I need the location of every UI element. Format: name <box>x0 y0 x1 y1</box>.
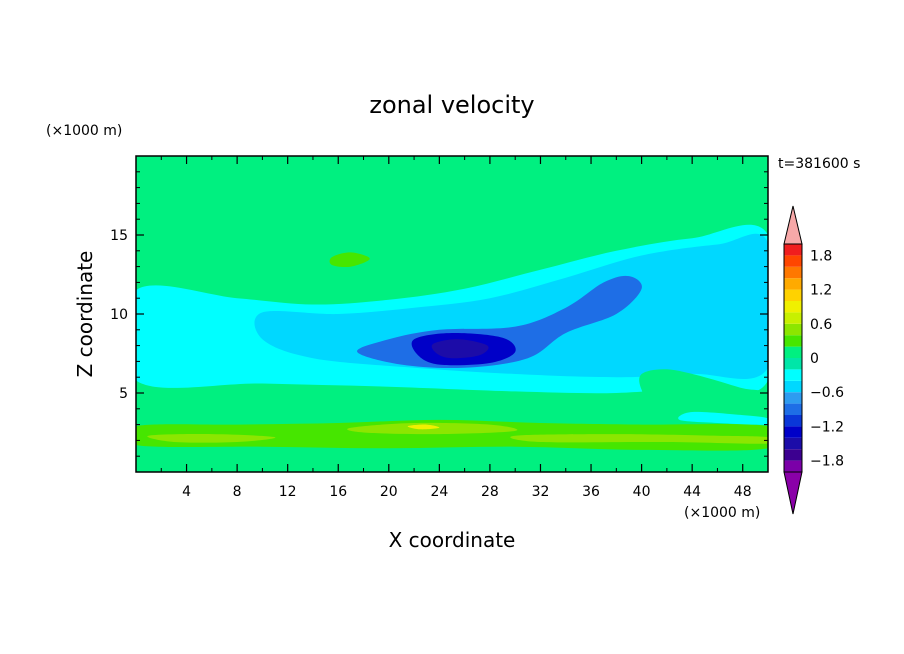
x-tick-label: 8 <box>233 484 242 500</box>
colorbar-swatch <box>784 244 802 256</box>
colorbar-swatch <box>784 392 802 404</box>
x-tick-label: 4 <box>182 484 191 500</box>
y-tick-label: 10 <box>110 307 128 323</box>
colorbar-tick-label: 0.6 <box>810 317 832 333</box>
colorbar-tick-label: −0.6 <box>810 385 844 401</box>
x-tick-label: 12 <box>279 484 297 500</box>
colorbar-swatch <box>784 335 802 347</box>
contour-field <box>136 156 768 472</box>
x-axis-label: X coordinate <box>389 528 516 552</box>
x-tick-label: 28 <box>481 484 499 500</box>
colorbar-swatch <box>784 415 802 427</box>
y-tick-label: 5 <box>119 386 128 402</box>
x-tick-label: 16 <box>329 484 347 500</box>
colorbar: 1.8 1.2 0.6 0 −0.6 −1.2 −1.8 <box>783 205 844 515</box>
contour-region-4 <box>510 434 768 444</box>
colorbar-swatch <box>784 460 802 472</box>
contour-region-2 <box>147 434 276 443</box>
x-tick-label: 40 <box>633 484 651 500</box>
colorbar-swatch <box>784 358 802 370</box>
colorbar-swatch <box>784 255 802 267</box>
x-tick-label: 44 <box>683 484 701 500</box>
colorbar-swatch <box>784 278 802 290</box>
y-axis-label: Z coordinate <box>73 251 97 378</box>
colorbar-swatch <box>784 403 802 415</box>
colorbar-swatch <box>784 346 802 358</box>
colorbar-swatch <box>784 301 802 313</box>
colorbar-over-arrow <box>783 205 803 245</box>
y-tick-label: 15 <box>110 228 128 244</box>
contour-region-7 <box>329 252 370 268</box>
x-tick-label: 32 <box>532 484 550 500</box>
colorbar-tick-label: −1.2 <box>810 419 844 435</box>
colorbar-swatch <box>784 266 802 279</box>
y-unit-label: (×1000 m) <box>46 123 122 139</box>
x-axis-ticks: 4 8 12 16 20 24 28 32 36 40 44 48 <box>160 156 752 500</box>
colorbar-swatch <box>784 289 802 301</box>
contour-region-12 <box>431 339 489 359</box>
colorbar-swatch <box>784 369 802 381</box>
contour-region-5 <box>407 424 440 430</box>
y-axis-ticks: 5 10 15 <box>110 171 768 457</box>
colorbar-tick-label: −1.8 <box>810 454 844 470</box>
colorbar-frame <box>783 243 803 473</box>
x-unit-label: (×1000 m) <box>684 505 760 521</box>
colorbar-tick-label: 0 <box>810 351 819 367</box>
colorbar-tick-label: 1.8 <box>810 248 832 264</box>
contour-region-13 <box>639 369 768 413</box>
x-tick-label: 24 <box>430 484 448 500</box>
x-tick-label: 36 <box>582 484 600 500</box>
x-tick-label: 20 <box>380 484 398 500</box>
colorbar-swatch <box>784 312 802 324</box>
contour-region-1 <box>136 419 768 451</box>
colorbar-swatch <box>784 323 802 336</box>
contour-region-14 <box>678 411 768 425</box>
time-label: t=381600 s <box>778 156 860 172</box>
x-tick-label: 48 <box>734 484 752 500</box>
chart-title: zonal velocity <box>369 91 534 119</box>
colorbar-swatch <box>784 380 802 393</box>
colorbar-swatch <box>784 426 802 438</box>
colorbar-under-arrow <box>783 471 803 515</box>
colorbar-swatch <box>784 449 802 461</box>
colorbar-tick-label: 1.2 <box>810 283 832 299</box>
colorbar-swatch <box>784 437 802 450</box>
